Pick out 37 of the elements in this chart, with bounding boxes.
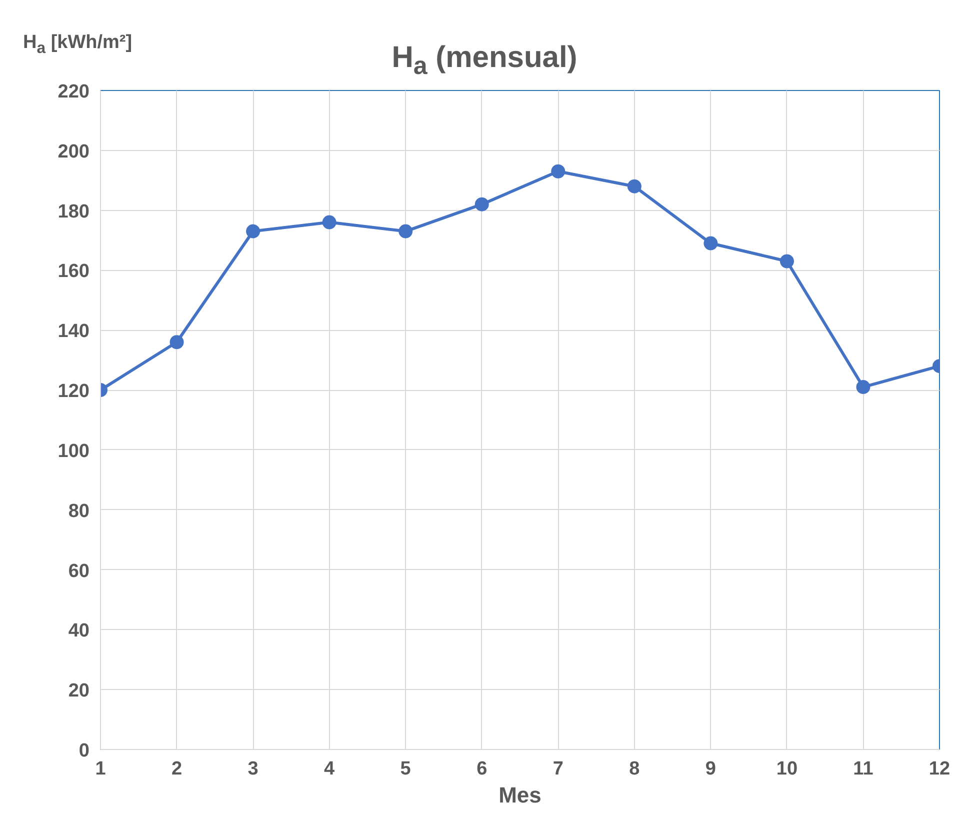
x-tick-label: 10 — [776, 758, 798, 780]
x-tick-label: 3 — [248, 758, 258, 780]
point — [398, 224, 413, 238]
point — [246, 224, 260, 238]
x-tick-label: 8 — [629, 758, 640, 780]
y-axis-title: H$_{a}$ [kWh/m²] — [23, 31, 132, 59]
y-tick-label: 100 — [58, 440, 90, 462]
y-tick-label: 40 — [68, 620, 90, 642]
point — [474, 197, 489, 212]
point — [551, 164, 566, 178]
point — [780, 254, 794, 268]
x-tick-label: 5 — [400, 758, 412, 780]
x-tick-label: 12 — [928, 758, 950, 780]
y-tick-label: 60 — [68, 560, 90, 582]
x-tick-label: 6 — [476, 758, 488, 780]
y-tick-label: 0 — [78, 740, 90, 762]
x-tick-label: 4 — [324, 758, 336, 780]
x-tick-label: 2 — [171, 758, 182, 780]
x-tick-label: 7 — [552, 758, 564, 780]
x-tick-label: 1 — [95, 758, 106, 780]
y-tick-label: 220 — [58, 82, 90, 102]
y-tick-label: 80 — [68, 500, 90, 522]
point — [856, 380, 870, 394]
chart-title: H$_{a}$ (mensual) — [392, 41, 578, 80]
x-axis-title: Mes — [498, 782, 542, 808]
point — [627, 179, 642, 194]
x-tick-label: 9 — [705, 758, 716, 780]
y-tick-label: 140 — [58, 321, 90, 342]
y-tick-label: 180 — [58, 201, 90, 222]
y-tick-label: 20 — [68, 680, 90, 702]
point — [170, 335, 184, 350]
y-tick-label: 200 — [58, 141, 90, 162]
y-tick-label: 160 — [58, 261, 90, 282]
y-tick-label: 120 — [58, 381, 90, 402]
point — [322, 215, 336, 230]
x-tick-label: 11 — [853, 758, 874, 780]
point — [704, 236, 718, 250]
